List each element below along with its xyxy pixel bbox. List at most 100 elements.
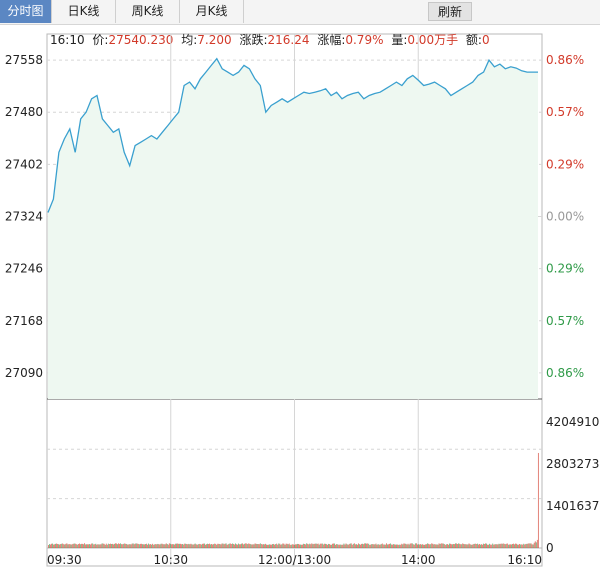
volume-bar	[303, 543, 304, 548]
volume-bar	[65, 543, 67, 548]
volume-bar	[82, 543, 83, 548]
volume-bar	[356, 544, 357, 548]
price-tick-label: 27168	[5, 314, 43, 328]
volume-bar	[313, 543, 315, 548]
volume-bar	[92, 543, 94, 548]
volume-bar	[283, 543, 285, 548]
volume-bar	[248, 543, 250, 548]
volume-bar	[377, 544, 379, 548]
volume-bar	[332, 543, 333, 548]
volume-bar	[134, 543, 136, 548]
volume-bar	[56, 543, 57, 548]
volume-bar	[330, 544, 331, 548]
volume-bar	[164, 544, 166, 548]
volume-bar	[291, 544, 293, 548]
percent-tick-label: 0.57%	[546, 314, 584, 328]
refresh-button[interactable]: 刷新	[428, 2, 472, 21]
volume-bar	[287, 544, 289, 548]
volume-bar	[323, 543, 325, 548]
volume-bar	[529, 543, 531, 548]
volume-bar	[389, 543, 390, 548]
volume-bar	[407, 543, 409, 548]
volume-bar	[327, 544, 328, 548]
volume-bar	[265, 543, 266, 548]
percent-tick-label: 0.29%	[546, 262, 584, 276]
volume-bar	[278, 543, 280, 548]
volume-bar	[233, 543, 234, 548]
volume-bar	[152, 543, 154, 548]
volume-bar	[280, 544, 282, 548]
volume-bar	[505, 543, 507, 548]
volume-bar	[216, 544, 218, 548]
volume-bar	[374, 544, 376, 548]
volume-bar	[189, 544, 191, 548]
volume-bar	[467, 544, 469, 548]
volume-bar	[383, 544, 385, 548]
volume-bar	[142, 544, 143, 548]
volume-bar	[325, 543, 326, 548]
volume-bar	[401, 543, 403, 548]
tab-daily-k[interactable]: 日K线	[52, 0, 116, 23]
volume-bar	[502, 543, 504, 548]
volume-bar	[225, 543, 227, 548]
volume-bar	[223, 544, 225, 548]
volume-bar	[398, 544, 400, 548]
volume-bar	[492, 543, 494, 548]
volume-bar	[326, 544, 327, 548]
volume-bar	[322, 544, 324, 548]
tab-intraday[interactable]: 分时图	[0, 0, 52, 23]
price-line	[47, 57, 538, 213]
volume-bar	[337, 544, 339, 548]
volume-bar	[486, 543, 487, 548]
volume-bar	[463, 543, 465, 548]
tab-weekly-k[interactable]: 周K线	[116, 0, 180, 23]
volume-bar	[49, 544, 50, 548]
volume-bar	[101, 543, 103, 548]
volume-bar	[89, 544, 90, 548]
volume-bar	[203, 543, 204, 548]
volume-bar	[386, 543, 387, 548]
volume-bar	[480, 544, 481, 548]
volume-bar	[211, 543, 212, 548]
volume-bar	[519, 543, 520, 548]
volume-bar	[98, 544, 100, 548]
volume-bar	[210, 544, 211, 548]
volume-bar	[465, 544, 467, 548]
volume-bar	[311, 543, 313, 548]
time-tick-label: 14:00	[401, 553, 436, 567]
price-tick-label: 27558	[5, 53, 43, 67]
volume-bar	[409, 543, 411, 548]
tab-monthly-k[interactable]: 月K线	[180, 0, 244, 23]
volume-bar	[105, 543, 107, 548]
volume-bar	[365, 543, 366, 548]
volume-bar	[483, 543, 484, 548]
volume-bar	[458, 543, 459, 548]
volume-bar	[489, 543, 490, 548]
volume-bar	[273, 543, 274, 548]
volume-bar	[295, 544, 296, 548]
volume-bar	[124, 543, 126, 548]
info-pct: 0.79%	[345, 33, 383, 47]
volume-bar	[61, 543, 63, 548]
volume-bar	[380, 544, 382, 548]
volume-bar	[270, 544, 271, 548]
volume-bar	[150, 544, 151, 548]
volume-bar	[495, 544, 497, 548]
volume-bar	[449, 543, 450, 548]
volume-bar	[513, 543, 514, 548]
volume-bar	[518, 544, 519, 548]
info-change: 216.24	[267, 33, 309, 47]
volume-bar	[62, 543, 64, 548]
volume-bar	[110, 543, 111, 548]
volume-bar	[193, 544, 195, 548]
volume-bar	[214, 543, 216, 548]
volume-bar	[204, 543, 205, 548]
volume-bar	[85, 544, 86, 548]
volume-bar	[402, 544, 404, 548]
volume-bar	[174, 544, 175, 548]
volume-bar	[277, 544, 279, 548]
price-tick-label: 27402	[5, 157, 43, 171]
volume-bar	[420, 544, 421, 548]
volume-bar	[66, 543, 68, 548]
volume-bar	[448, 544, 449, 548]
